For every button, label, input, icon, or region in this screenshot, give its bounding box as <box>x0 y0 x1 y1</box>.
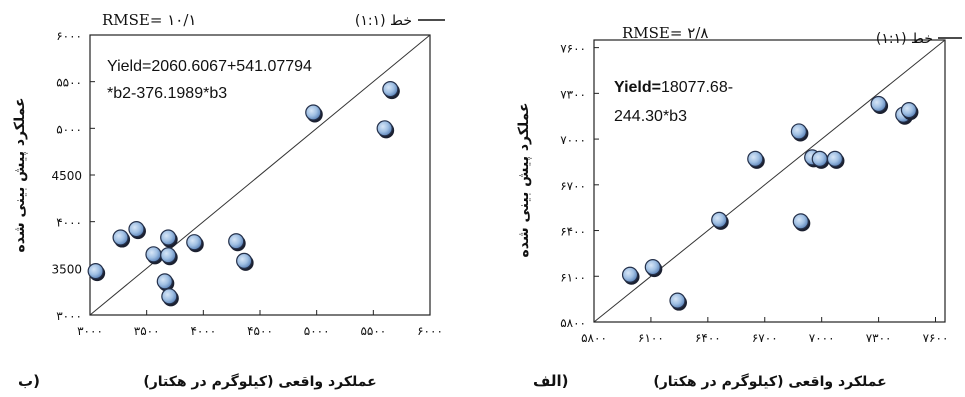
x-tick-label: ۶۱۰۰ <box>638 331 664 345</box>
equation-line-1-text: 18077.68- <box>661 79 733 96</box>
rmse-label: RMSE= ۲/۸ <box>622 24 708 42</box>
regression-equation-line-1: Yield=18077.68- <box>614 79 733 96</box>
data-point <box>228 233 246 252</box>
data-point <box>382 81 400 100</box>
y-axis-title: عملکرد پیش بینی شده <box>516 102 532 257</box>
x-tick-label: ۷۳۰۰ <box>866 331 892 345</box>
regression-equation-line-1: Yield=2060.6067+541.07794 <box>107 58 312 75</box>
data-point <box>711 211 729 230</box>
y-tick-label: ۶۴۰۰ <box>560 225 586 239</box>
data-point <box>826 150 845 169</box>
y-tick-label: ۷۰۰۰ <box>560 133 586 147</box>
x-tick-label: ۶۴۰۰ <box>695 331 721 345</box>
x-tick-label: ۴۵۰۰ <box>247 324 273 338</box>
data-point <box>305 104 323 123</box>
x-tick-label: ۴۰۰۰ <box>190 324 216 338</box>
y-tick-label: ۷۶۰۰ <box>560 42 586 56</box>
y-tick-label: ۶۰۰۰ <box>56 29 82 43</box>
x-tick-label: ۷۶۰۰ <box>923 331 949 345</box>
data-point <box>790 123 809 142</box>
plot-frame <box>593 39 946 323</box>
y-tick-label: 4500 <box>51 169 82 183</box>
data-point <box>87 263 106 282</box>
data-point <box>669 292 687 311</box>
data-point <box>161 288 179 307</box>
x-axis-title: عملکرد واقعی (کیلوگرم در هکتار) <box>143 373 376 390</box>
data-point <box>160 229 178 248</box>
data-point <box>112 229 131 248</box>
x-tick-label: ۳۵۰۰ <box>134 324 160 338</box>
y-tick-label: ۵۸۰۰ <box>560 316 586 330</box>
data-point <box>128 221 146 240</box>
data-point <box>186 234 204 253</box>
data-point <box>236 252 254 271</box>
y-tick-label: ۵۵۰۰ <box>56 76 82 90</box>
data-point <box>747 150 765 169</box>
y-tick-label: ۷۳۰۰ <box>560 87 586 101</box>
y-tick-label: ۴۰۰۰ <box>56 216 82 230</box>
chart-panel-alef: ۵۸۰۰ ۶۱۰۰ ۶۴۰۰ ۶۷۰۰ ۷۰۰۰ ۷۳۰۰ ۷۶۰۰ ۵۸۰۰ ۶۱۰۰ ۶۴۰… <box>516 24 962 390</box>
legend-line-label: خط (۱:۱) <box>876 31 933 47</box>
x-tick-label: ۶۰۰۰ <box>417 324 443 338</box>
data-point <box>160 247 178 266</box>
panel-label: الف) <box>533 372 569 390</box>
data-point <box>792 213 811 232</box>
y-tick-label: ۶۱۰۰ <box>560 270 586 284</box>
data-point <box>870 95 889 115</box>
regression-equation-line-2: *b2-376.1989*b3 <box>107 85 227 102</box>
x-tick-label: ۷۰۰۰ <box>809 331 835 345</box>
data-point <box>621 266 640 285</box>
x-tick-label: ۳۰۰۰ <box>77 324 103 338</box>
legend-line-label: خط (۱:۱) <box>355 13 412 29</box>
y-tick-label: ۳۰۰۰ <box>56 309 82 323</box>
y-tick-label: ۶۷۰۰ <box>560 179 586 193</box>
data-point <box>145 246 163 265</box>
panel-label: ب) <box>18 372 40 390</box>
data-point <box>156 273 175 292</box>
chart-panel-b: ۳۰۰۰ 3500 ۴۰۰۰ 4500 ۵۰۰۰ ۵۵۰۰ ۶۰۰۰ ۳۰۰۰ ۳۵۰۰ ۴۰۰… <box>12 11 445 390</box>
data-point <box>811 150 830 169</box>
x-tick-label: ۵۰۰۰ <box>304 324 330 338</box>
data-point <box>644 259 663 278</box>
data-point <box>900 102 919 121</box>
y-tick-label: 3500 <box>51 262 82 276</box>
one-to-one-line <box>89 34 431 316</box>
regression-equation-line-2: 244.30*b3 <box>614 108 687 125</box>
x-tick-label: ۵۸۰۰ <box>581 331 607 345</box>
data-point <box>376 120 395 139</box>
rmse-label: RMSE= ۱۰/۱ <box>102 11 196 29</box>
y-axis-title: عملکرد پیش بینی شده <box>12 97 28 252</box>
x-tick-label: ۶۷۰۰ <box>752 331 778 345</box>
x-axis-title: عملکرد واقعی (کیلوگرم در هکتار) <box>653 373 886 390</box>
x-tick-label: ۵۵۰۰ <box>360 324 386 338</box>
equation-bold-prefix: Yield= <box>614 79 661 96</box>
y-tick-label: ۵۰۰۰ <box>56 122 82 136</box>
